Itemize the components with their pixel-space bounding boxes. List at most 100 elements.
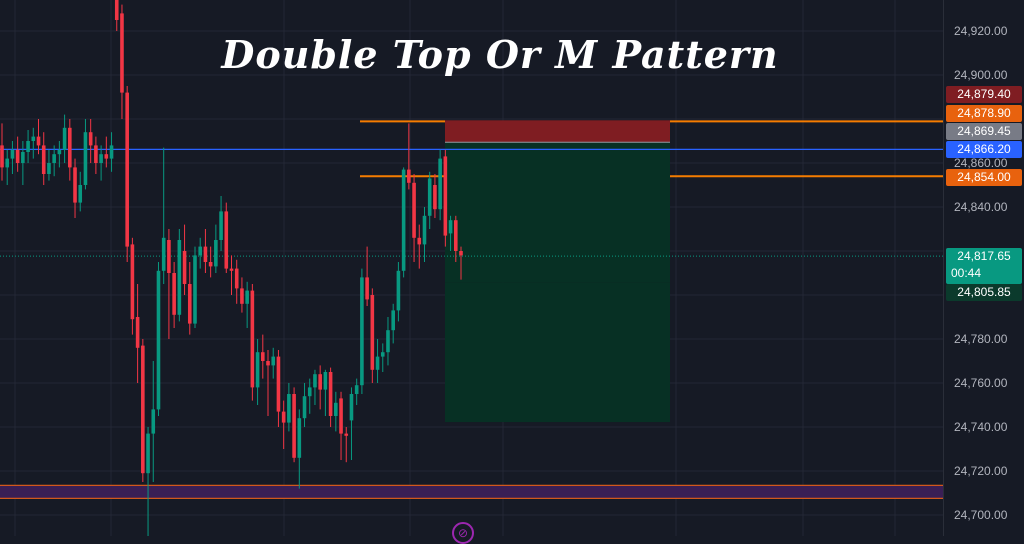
candle-body — [88, 132, 93, 146]
price-tick: 24,720.00 — [954, 464, 1008, 478]
candle-body — [193, 255, 197, 324]
candle-body — [224, 211, 229, 269]
price-tick: 24,700.00 — [954, 508, 1008, 522]
candle-body — [328, 372, 333, 416]
candle-body — [375, 356, 380, 370]
candle-body — [104, 154, 109, 159]
candle-body — [234, 268, 239, 289]
candle-body — [380, 352, 385, 357]
candle-body — [62, 127, 67, 150]
candle-body — [172, 273, 176, 315]
candle-body — [391, 310, 395, 331]
candle-body — [78, 185, 83, 203]
candle-body — [276, 356, 281, 412]
candle-body — [187, 284, 192, 324]
candle-body — [198, 246, 203, 256]
target-price-label: 24,805.85 — [946, 284, 1022, 301]
candle-body — [260, 352, 265, 361]
resistance-low-label: 24,854.00 — [946, 169, 1022, 186]
candle-body — [36, 136, 41, 146]
neckline-price-label: 24,866.20 — [946, 141, 1022, 158]
price-tick: 24,900.00 — [954, 68, 1008, 82]
candle-body — [15, 149, 20, 163]
candle-body — [266, 361, 270, 366]
price-tick: 24,780.00 — [954, 332, 1008, 346]
candle-body — [386, 330, 390, 353]
candle-body — [417, 237, 422, 245]
price-tick: 24,740.00 — [954, 420, 1008, 434]
candle-body — [287, 394, 291, 423]
candle-body — [344, 433, 349, 436]
candle-body — [182, 251, 187, 284]
candle-body — [21, 152, 25, 163]
price-tick: 24,760.00 — [954, 376, 1008, 390]
candle-body — [412, 182, 416, 238]
candle-body — [99, 154, 103, 163]
candle-body — [354, 385, 359, 394]
candle-body — [5, 158, 10, 168]
position-stop-zone — [445, 120, 670, 143]
candle-body — [125, 92, 129, 247]
candle-body — [114, 0, 119, 20]
candle-body — [255, 352, 260, 388]
candle-body — [302, 396, 307, 419]
candle-body — [370, 295, 375, 370]
candle-body — [156, 270, 161, 410]
candle-body — [120, 13, 124, 93]
resistance-high-label: 24,878.90 — [946, 105, 1022, 122]
target-zone — [445, 282, 670, 423]
candle-body — [109, 145, 114, 159]
chart-title: Double Top Or M Pattern — [221, 32, 779, 77]
candle-body — [307, 387, 312, 397]
candle-body — [250, 290, 255, 388]
candle-body — [427, 178, 432, 216]
candle-body — [146, 433, 150, 474]
bar-countdown: 00:44 — [951, 266, 982, 280]
price-tick: 24,860.00 — [954, 156, 1008, 170]
candle-body — [245, 290, 249, 304]
candle-body — [151, 409, 156, 434]
candle-body — [459, 251, 463, 256]
candle-body — [83, 132, 88, 185]
candle-body — [208, 262, 213, 267]
candle-body — [31, 136, 36, 141]
candle-body — [422, 215, 427, 245]
position-target-zone — [445, 142, 670, 283]
candle-body — [297, 418, 302, 458]
candle-body — [214, 240, 218, 267]
price-tick: 24,840.00 — [954, 200, 1008, 214]
candle-body — [271, 356, 276, 366]
current-price-label: 24,817.65 00:44 — [946, 248, 1022, 284]
candle-body — [229, 268, 234, 271]
alert-clock-icon[interactable]: ⊘ — [452, 522, 474, 544]
candle-body — [0, 145, 4, 168]
candle-body — [203, 246, 208, 262]
candle-body — [453, 220, 458, 251]
support-band — [0, 485, 943, 499]
candle-body — [94, 145, 98, 163]
current-price-value: 24,817.65 — [957, 249, 1011, 263]
candle-body — [281, 411, 286, 423]
candle-body — [433, 185, 437, 210]
candle-body — [219, 211, 223, 240]
stop-price-label: 24,879.40 — [946, 86, 1022, 103]
candle-body — [448, 220, 453, 234]
candle-body — [318, 374, 322, 390]
candle-body — [240, 288, 244, 304]
candle-body — [141, 345, 145, 474]
entry-price-label: 24,869.45 — [946, 123, 1022, 140]
candle-body — [177, 240, 182, 315]
candle-body — [349, 394, 354, 421]
candlestick-chart[interactable] — [0, 0, 943, 536]
candle-body — [41, 145, 46, 174]
candle-body — [365, 277, 369, 300]
price-tick: 24,920.00 — [954, 24, 1008, 38]
candle-body — [396, 270, 401, 311]
candle-body — [26, 141, 30, 152]
candle-body — [292, 394, 296, 458]
candle-body — [360, 277, 364, 386]
candle-body — [57, 149, 62, 155]
candle-body — [407, 169, 411, 183]
candle-body — [68, 127, 72, 168]
price-axis[interactable]: 24,920.00 24,900.00 24,860.00 24,840.00 … — [943, 0, 1024, 536]
